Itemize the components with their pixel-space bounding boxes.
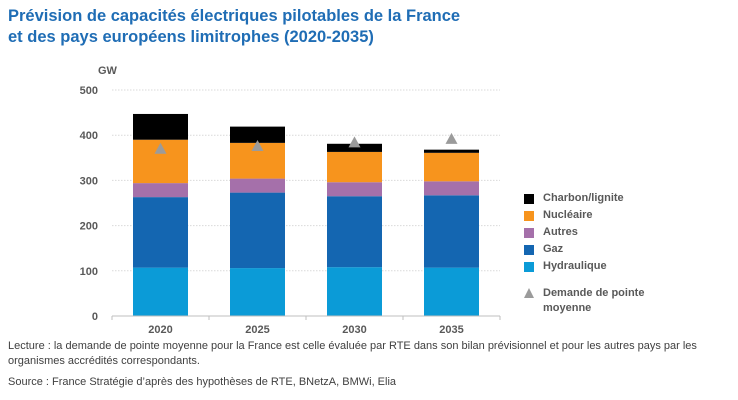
y-unit-label: GW [98, 65, 118, 77]
x-tick-label: 2035 [439, 324, 463, 336]
bar-nucl-aire-2030 [327, 151, 382, 183]
bar-autres-2020 [133, 183, 188, 198]
legend-item-charbon: Charbon/lignite [524, 191, 693, 208]
bar-charbon-lignite-2020 [133, 113, 188, 140]
legend-label-charbon: Charbon/lignite [543, 192, 624, 204]
y-tick-label: 0 [92, 311, 98, 323]
legend-label-autres: Autres [543, 226, 578, 238]
legend-item-hydraulique: Hydraulique [524, 259, 693, 276]
legend-swatch-nucleaire [524, 211, 534, 221]
bar-autres-2030 [327, 182, 382, 197]
chart-title-line2: et des pays européens limitrophes (2020-… [8, 28, 374, 46]
x-tick-label: 2030 [342, 324, 366, 336]
marker-demande-2025 [251, 140, 264, 152]
legend-triangle-icon [524, 288, 534, 298]
legend-item-autres: Autres [524, 225, 693, 242]
bar-charbon-lignite-2035 [424, 149, 479, 153]
lecture-note: Lecture : la demande de pointe moyenne p… [8, 340, 697, 367]
bar-hydraulique-2020 [133, 267, 188, 316]
y-tick-label: 100 [80, 266, 98, 278]
y-tick-label: 500 [80, 85, 98, 97]
legend-item-gaz: Gaz [524, 242, 693, 259]
legend-swatch-autres [524, 228, 534, 238]
legend-item-demande: Demande de pointe moyenne [524, 286, 693, 318]
bar-gaz-2020 [133, 197, 188, 268]
bar-hydraulique-2030 [327, 267, 382, 316]
bar-charbon-lignite-2030 [327, 143, 382, 152]
bar-nucl-aire-2035 [424, 152, 479, 182]
marker-demande-2020 [154, 142, 167, 154]
y-tick-label: 400 [80, 130, 98, 142]
chart-notes: Lecture : la demande de pointe moyenne p… [8, 339, 733, 390]
bar-gaz-2025 [230, 192, 285, 269]
legend-swatch-gaz [524, 245, 534, 255]
bar-hydraulique-2025 [230, 268, 285, 316]
bar-autres-2035 [424, 181, 479, 196]
y-tick-label: 200 [80, 221, 98, 233]
legend-label-demande: Demande de pointe moyenne [543, 287, 645, 314]
bar-autres-2025 [230, 178, 285, 193]
x-tick-label: 2020 [148, 324, 172, 336]
marker-demande-2035 [445, 132, 458, 144]
x-tick-label: 2025 [245, 324, 269, 336]
bar-charbon-lignite-2025 [230, 126, 285, 143]
y-tick-label: 300 [80, 175, 98, 187]
legend-swatch-charbon [524, 194, 534, 204]
source-note: Source : France Stratégie d’après des hy… [8, 376, 397, 388]
chart-title: Prévision de capacités électriques pilot… [8, 6, 608, 48]
legend-label-hydraulique: Hydraulique [543, 260, 607, 272]
bar-hydraulique-2035 [424, 267, 479, 316]
bar-gaz-2035 [424, 195, 479, 268]
marker-demande-2030 [348, 136, 361, 148]
legend-label-nucleaire: Nucléaire [543, 209, 593, 221]
legend-item-nucleaire: Nucléaire [524, 208, 693, 225]
chart-title-line1: Prévision de capacités électriques pilot… [8, 7, 461, 25]
legend-label-gaz: Gaz [543, 243, 564, 255]
legend-swatch-hydraulique [524, 262, 534, 272]
bar-gaz-2030 [327, 196, 382, 268]
